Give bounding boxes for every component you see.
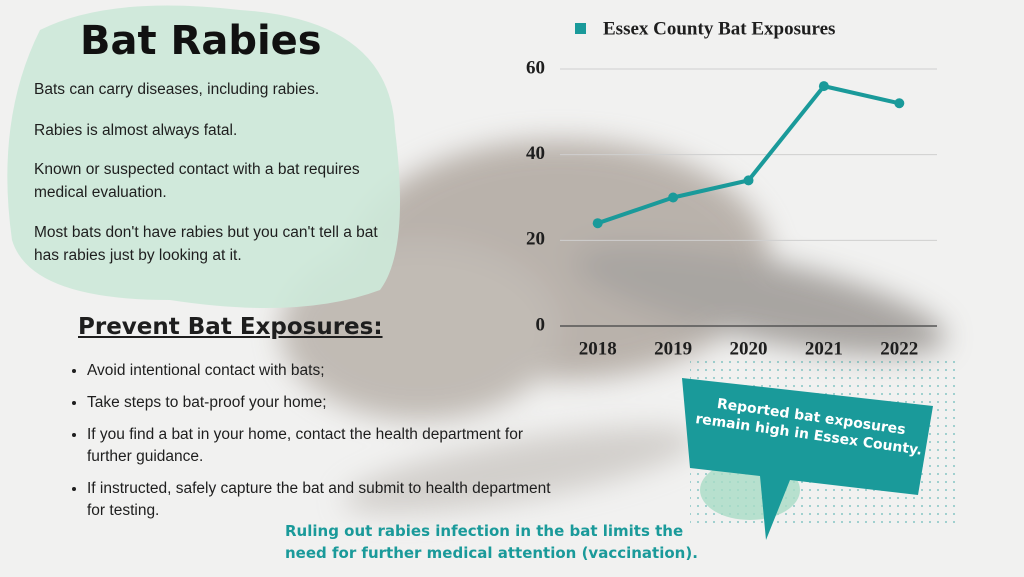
title: Bat Rabies [80, 18, 322, 64]
legend-label: Essex County Bat Exposures [603, 18, 835, 39]
list-item: If you find a bat in your home, contact … [87, 424, 557, 468]
y-tick-label: 0 [536, 314, 546, 335]
x-tick-label: 2018 [579, 338, 617, 359]
data-point [592, 218, 603, 229]
x-tick-label: 2020 [730, 338, 768, 359]
section-heading: Prevent Bat Exposures: [78, 314, 383, 340]
prevent-list: Avoid intentional contact with bats; Tak… [68, 360, 557, 532]
data-point [894, 98, 905, 109]
intro-text: Most bats don't have rabies but you can'… [34, 224, 378, 264]
y-tick-label: 60 [526, 57, 545, 78]
green-blob [7, 5, 400, 308]
data-point [668, 192, 679, 203]
list-item: If instructed, safely capture the bat an… [87, 478, 557, 522]
x-tick-label: 2019 [654, 338, 692, 359]
x-tick-label: 2021 [805, 338, 843, 359]
note: Ruling out rabies infection in the bat l… [285, 522, 698, 562]
y-tick-label: 20 [526, 229, 545, 250]
intro-text: Known or suspected contact with a bat re… [34, 161, 360, 201]
list-item: Take steps to bat-proof your home; [87, 392, 557, 414]
speech-bubble [682, 378, 933, 540]
data-point [743, 175, 754, 186]
legend-swatch [575, 23, 586, 34]
intro-text: Bats can carry diseases, including rabie… [34, 81, 320, 98]
x-tick-label: 2022 [880, 338, 918, 359]
list-item: Avoid intentional contact with bats; [87, 360, 557, 382]
data-point [818, 81, 829, 92]
y-tick-label: 40 [526, 143, 545, 164]
intro-text: Rabies is almost always fatal. [34, 122, 238, 139]
